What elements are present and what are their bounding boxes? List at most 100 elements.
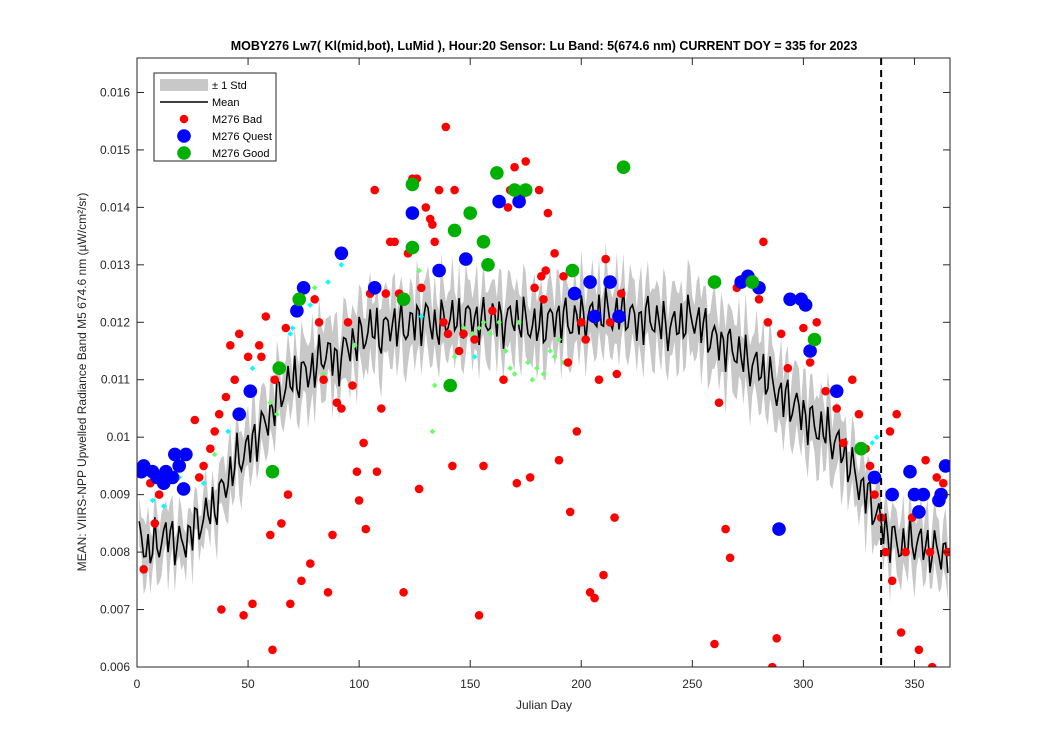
lightgreen-point <box>211 451 218 458</box>
bad-point <box>914 645 924 655</box>
y-tick-label: 0.006 <box>100 660 130 674</box>
bad-point <box>226 341 235 350</box>
quest-point <box>934 487 948 502</box>
bad-point <box>577 318 586 327</box>
bad-point <box>474 611 484 620</box>
quest-point <box>232 407 246 422</box>
bad-point <box>601 254 610 264</box>
lightgreen-point <box>320 371 327 377</box>
good-point <box>616 160 631 174</box>
bad-point <box>199 461 208 471</box>
lightgreen-point <box>469 330 476 337</box>
bad-point <box>763 318 773 327</box>
bad-point <box>754 295 764 304</box>
bad-point <box>479 461 488 471</box>
good-point <box>265 464 280 479</box>
good-point <box>507 183 522 197</box>
good-point <box>405 177 420 192</box>
y-tick-label: 0.016 <box>100 85 130 99</box>
lightgreen-point <box>480 319 487 326</box>
lightgreen-point <box>507 365 513 372</box>
lightgreen-point <box>416 267 422 274</box>
bad-point <box>590 593 599 603</box>
legend-label: M276 Quest <box>212 131 272 143</box>
bad-point <box>319 375 328 385</box>
lightgreen-point <box>516 319 522 326</box>
cyan-point <box>200 480 207 486</box>
quest-point <box>459 252 473 266</box>
bad-point <box>414 484 424 494</box>
cyan-point <box>160 503 167 509</box>
bad-point <box>892 409 901 419</box>
bad-point <box>448 461 457 471</box>
lightgreen-point <box>525 359 531 366</box>
lightgreen-point <box>540 371 547 377</box>
bad-point <box>499 375 508 385</box>
bad-point <box>594 375 604 385</box>
legend-label: Mean <box>212 97 240 109</box>
lightgreen-point <box>267 399 274 406</box>
bad-point <box>534 185 544 195</box>
lightgreen-point <box>311 285 318 291</box>
y-tick-label: 0.015 <box>100 143 130 157</box>
bad-point <box>343 318 353 327</box>
bad-point <box>150 519 160 528</box>
bad-point <box>714 398 724 408</box>
bad-point <box>434 185 444 195</box>
bad-point <box>599 570 608 580</box>
bad-point <box>283 490 293 499</box>
bad-point <box>939 478 948 488</box>
bad-point <box>932 473 941 482</box>
bad-point <box>266 530 275 540</box>
bad-point <box>430 237 440 247</box>
plot-area: 0 50 100 150 200 250 300 350 0.006 0.007 0.008 0.00… <box>100 57 951 691</box>
bad-point <box>612 369 622 379</box>
good-point <box>476 235 491 249</box>
bad-point <box>470 335 479 344</box>
bad-point <box>559 272 568 281</box>
bad-point <box>243 352 253 362</box>
bad-point <box>454 346 464 356</box>
lightgreen-point <box>274 411 280 418</box>
cyan-point <box>287 330 294 337</box>
bad-point <box>759 237 768 247</box>
bad-point <box>921 455 930 465</box>
lightgreen-point <box>476 325 482 331</box>
quest-point <box>432 263 446 278</box>
bad-point <box>323 588 333 597</box>
quest-point <box>334 246 349 261</box>
bad-point <box>443 329 453 339</box>
bad-point <box>768 662 777 667</box>
bad-point <box>776 329 786 339</box>
bad-point <box>281 323 291 333</box>
bad-point <box>554 455 564 465</box>
bad-point <box>772 634 781 643</box>
good-point <box>807 332 822 347</box>
quest-point <box>829 384 844 399</box>
bad-point <box>581 335 590 344</box>
quest-point <box>798 298 813 312</box>
bad-point <box>190 415 200 425</box>
cyan-point <box>249 365 256 372</box>
bad-point <box>565 507 575 517</box>
legend-good-swatch <box>177 146 191 160</box>
quest-point <box>903 464 917 479</box>
lightgreen-point <box>487 330 493 337</box>
bad-point <box>214 409 224 419</box>
bad-point <box>783 363 793 373</box>
bad-point <box>488 306 497 316</box>
quest-point <box>912 505 926 519</box>
bad-point <box>854 409 864 419</box>
bad-point <box>812 318 821 327</box>
lightgreen-point <box>534 365 540 372</box>
bad-point <box>550 249 559 258</box>
bad-point <box>572 427 582 436</box>
bad-point <box>539 295 548 304</box>
bad-point <box>525 473 535 482</box>
axes-box <box>136 57 951 668</box>
lightgreen-point <box>496 319 502 326</box>
x-tick-label: 350 <box>904 677 924 691</box>
y-axis-label: MEAN: VIIRS-NPP Upwelled Radiance Band M… <box>75 193 89 572</box>
bad-point <box>352 467 362 477</box>
